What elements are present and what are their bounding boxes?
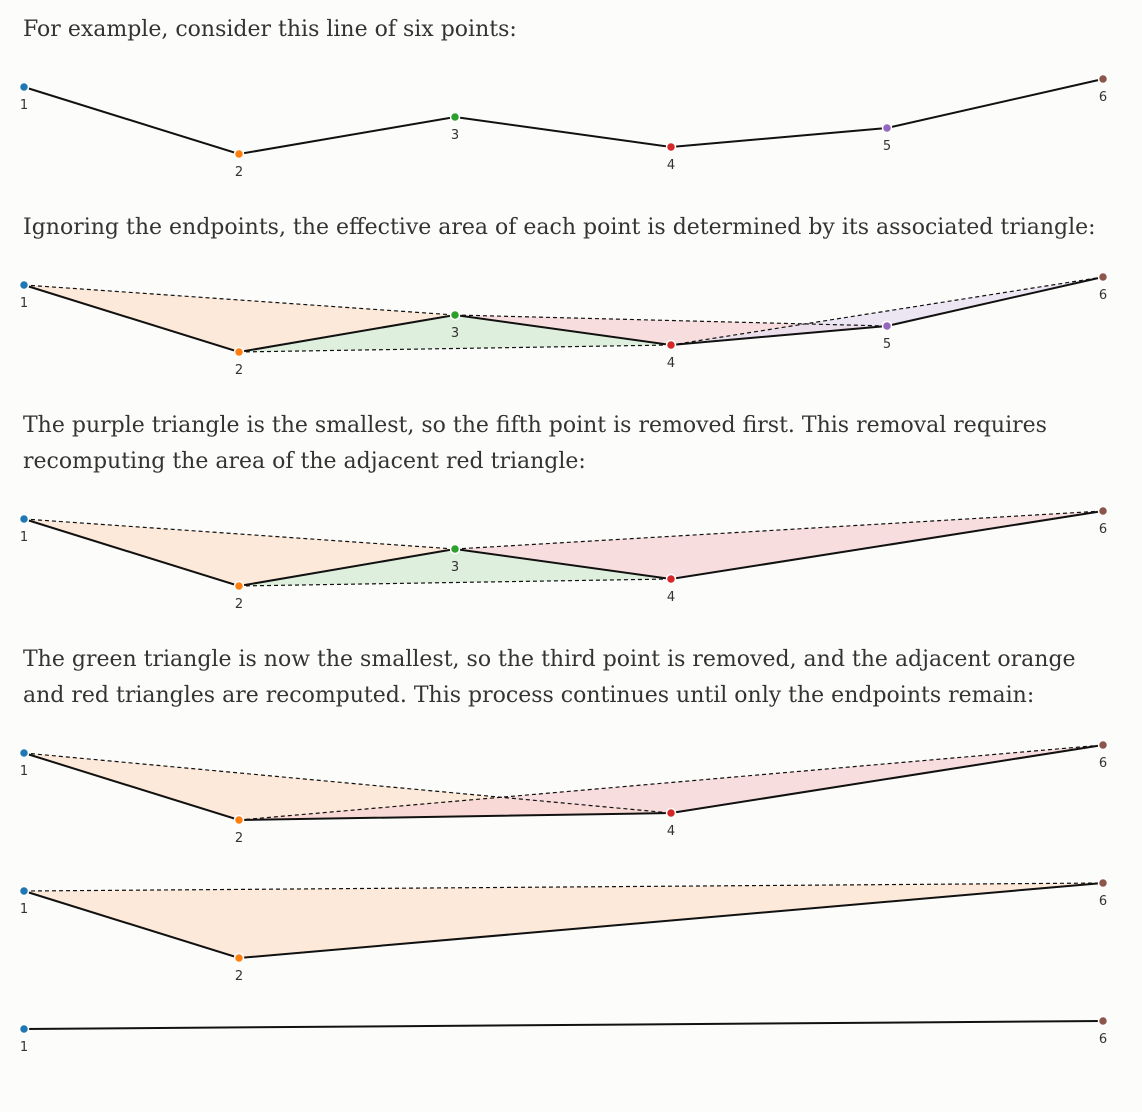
line-path [23,78,1104,156]
diagram-after-removing-3: 1 2 4 6 [18,739,1109,846]
triangle-point-2 [24,883,1103,958]
line-path [23,1020,1104,1030]
point-label-5: 5 [883,139,891,154]
point-label-3: 3 [451,326,459,341]
triangle-base-4 [454,314,888,327]
point-label-6: 6 [1099,90,1107,105]
point-label-4: 4 [667,824,675,839]
point-label-6: 6 [1099,1032,1107,1047]
point-label-4: 4 [667,158,675,173]
diagram-endpoints-only: 16 [18,1015,1109,1055]
point-4 [665,339,677,351]
point-label-2: 2 [235,831,243,846]
diagram-after-removing-5: 1 2 3 4 6 [18,505,1109,612]
point-label-1: 1 [20,296,28,311]
point-label-3: 3 [451,128,459,143]
triangle-point-2 [24,519,455,586]
paragraph-effective-area: Ignoring the endpoints, the effective ar… [23,215,1096,240]
point-2 [233,580,245,592]
diagram-initial-line: 1 2 3 4 5 6 [18,73,1109,180]
point-label-6: 6 [1099,522,1107,537]
point-2 [233,814,245,826]
point-label-6: 6 [1099,288,1107,303]
triangle-base-2 [23,882,1104,892]
triangle-point-4 [455,511,1103,579]
point-4 [665,573,677,585]
point-label-6: 6 [1099,894,1107,909]
point-1 [18,1023,30,1035]
point-label-4: 4 [667,356,675,371]
point-6 [1097,505,1109,517]
point-1 [18,513,30,525]
point-label-1: 1 [20,764,28,779]
point-label-3: 3 [451,560,459,575]
triangle-base-4 [238,744,1104,821]
point-2 [233,148,245,160]
point-label-4: 4 [667,590,675,605]
triangle-point-4 [455,315,887,345]
point-6 [1097,1015,1109,1027]
point-6 [1097,73,1109,85]
paragraph-intro: For example, consider this line of six p… [23,17,517,42]
line-path [23,744,1104,822]
triangle-base-5 [670,276,1104,346]
triangle-base-4 [454,510,1104,550]
point-3 [449,309,461,321]
triangle-point-4 [239,745,1103,820]
triangle-base-2 [23,284,456,316]
point-1 [18,279,30,291]
point-label-1: 1 [20,530,28,545]
triangle-base-3 [238,344,672,353]
paragraph-green-removed: The green triangle is now the smallest, … [23,647,1076,708]
paragraph-purple-removed: The purple triangle is the smallest, so … [23,413,1047,474]
point-5 [881,320,893,332]
point-6 [1097,271,1109,283]
point-5 [881,122,893,134]
point-3 [449,111,461,123]
point-label-1: 1 [20,1040,28,1055]
point-label-6: 6 [1099,756,1107,771]
point-2 [233,952,245,964]
point-1 [18,885,30,897]
point-6 [1097,739,1109,751]
diagram-all-triangles: 1 2 3 4 5 6 [18,271,1109,378]
point-label-5: 5 [883,337,891,352]
point-1 [18,747,30,759]
point-label-2: 2 [235,363,243,378]
point-label-1: 1 [20,98,28,113]
point-6 [1097,877,1109,889]
point-label-2: 2 [235,165,243,180]
point-1 [18,81,30,93]
triangle-base-3 [238,578,672,587]
point-label-1: 1 [20,902,28,917]
point-4 [665,807,677,819]
triangle-point-3 [239,315,671,352]
point-label-2: 2 [235,597,243,612]
triangle-point-2 [24,285,455,352]
triangle-base-2 [23,518,456,550]
point-4 [665,141,677,153]
point-2 [233,346,245,358]
triangle-base-2 [23,752,672,814]
triangle-point-3 [239,549,671,586]
point-3 [449,543,461,555]
line-path [23,276,1104,354]
point-label-2: 2 [235,969,243,984]
diagram-after-removing-4: 1 2 6 [18,877,1109,984]
